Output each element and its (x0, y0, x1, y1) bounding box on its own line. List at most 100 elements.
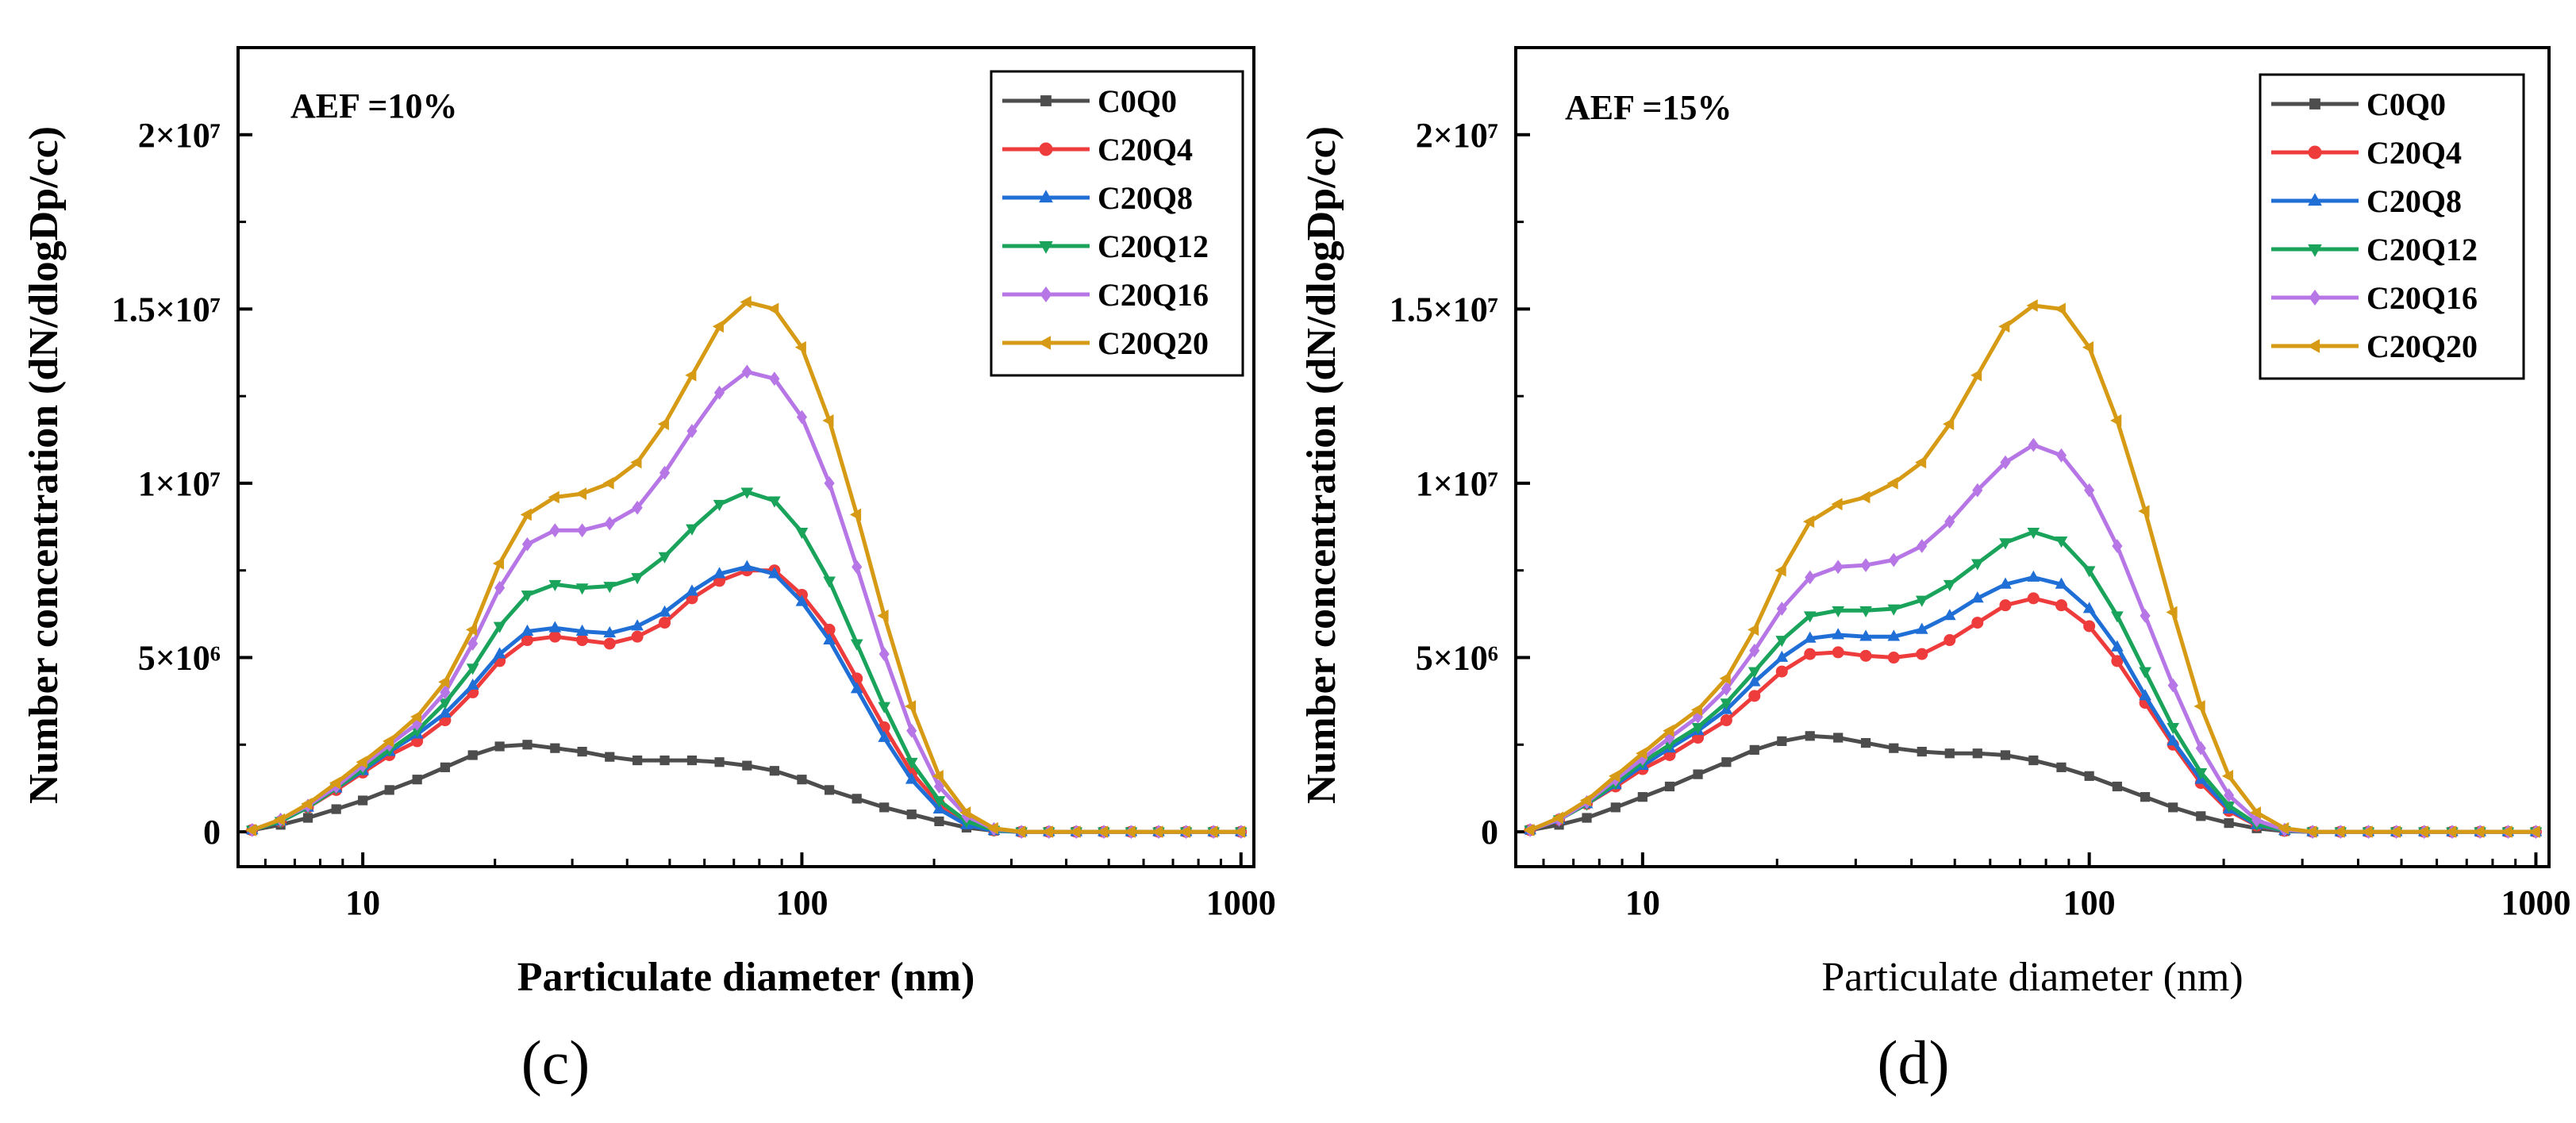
data-point (384, 785, 394, 795)
y-tick-label: 0 (1481, 813, 1498, 852)
data-point (2083, 620, 2096, 633)
data-point (823, 633, 836, 644)
data-point (602, 477, 614, 490)
data-point (686, 755, 698, 766)
legend-label: C20Q20 (1098, 325, 1209, 361)
data-point (1124, 825, 1136, 838)
data-point (1943, 579, 1956, 592)
data-point (2445, 825, 2457, 838)
legend-swatch-marker (1040, 286, 1052, 303)
data-point (439, 706, 452, 718)
data-point (2361, 825, 2373, 838)
data-point (2138, 505, 2150, 517)
legend-item-c20q12: C20Q12 (2271, 232, 2478, 267)
data-point (2224, 818, 2234, 829)
data-point (959, 806, 971, 819)
data-point (466, 663, 479, 675)
data-point (1721, 757, 1732, 767)
legend-item-c20q12: C20Q12 (1002, 229, 1209, 264)
legend-item-c20q8: C20Q8 (1002, 180, 1193, 216)
data-point (1971, 617, 1984, 629)
series-c20q16 (1524, 437, 2542, 839)
legend-label: C0Q0 (1098, 83, 1177, 119)
series-c20q8 (1524, 570, 2543, 836)
plot-frame (236, 46, 1255, 868)
series-line-c20q20 (1529, 303, 2536, 834)
data-point (1804, 648, 1817, 660)
data-point (2055, 577, 2068, 589)
data-point (603, 626, 617, 638)
data-point (631, 630, 644, 643)
data-point (2249, 806, 2262, 819)
data-point (273, 813, 286, 826)
y-tick-label: 5×10⁶ (138, 639, 221, 678)
data-point (440, 685, 451, 700)
data-point (824, 476, 835, 490)
data-point (548, 621, 562, 633)
data-point (440, 762, 450, 772)
data-point (1915, 456, 1927, 469)
series-line-c20q12 (252, 490, 1241, 834)
data-point (1970, 591, 1984, 603)
legend-swatch-marker (1038, 336, 1052, 350)
data-point (467, 750, 478, 760)
data-point (575, 583, 589, 595)
data-point (1916, 648, 1928, 660)
data-point (2055, 448, 2067, 463)
legend-item-c20q20: C20Q20 (1002, 325, 1209, 361)
data-point (1917, 746, 1927, 757)
legend-label: C20Q12 (1098, 229, 1209, 264)
data-point (1579, 794, 1591, 807)
series-line-c20q8 (252, 564, 1241, 834)
data-point (906, 810, 917, 820)
data-point (632, 500, 643, 515)
y-tick-label: 1.5×10⁷ (112, 290, 221, 329)
data-point (577, 523, 588, 538)
legend-item-c20q16: C20Q16 (2271, 280, 2478, 316)
data-point (659, 755, 670, 766)
data-point (1609, 769, 1621, 783)
data-point (796, 410, 808, 425)
data-point (686, 424, 698, 438)
data-point (795, 594, 809, 606)
data-point (2140, 792, 2151, 802)
data-point (301, 798, 313, 810)
data-point (852, 560, 863, 575)
data-point (1887, 652, 1900, 664)
data-point (1998, 320, 2010, 333)
data-point (1859, 649, 1872, 662)
series-c0q0 (247, 740, 1246, 837)
data-point (520, 508, 532, 521)
data-point (2112, 539, 2123, 553)
data-point (822, 414, 834, 427)
data-point (742, 760, 752, 771)
legend-item-c0q0: C0Q0 (2271, 87, 2446, 122)
legend-item-c20q4: C20Q4 (1002, 132, 1193, 167)
data-point (713, 385, 725, 400)
data-point (1833, 733, 1844, 743)
panel-label: (c) (521, 1028, 590, 1097)
data-point (438, 675, 450, 689)
legend-box (990, 70, 1244, 377)
data-point (1775, 650, 1789, 662)
data-point (550, 743, 560, 753)
data-point (1943, 417, 1955, 431)
data-point (2055, 599, 2067, 612)
series-c20q8 (245, 560, 1248, 836)
data-point (659, 465, 671, 480)
series-line-c20q16 (1529, 443, 2536, 834)
data-point (768, 567, 781, 579)
data-point (358, 795, 368, 806)
y-tick-label: 1.5×10⁷ (1390, 290, 1498, 329)
data-point (2473, 825, 2485, 838)
data-point (1832, 628, 1845, 640)
data-point (1178, 825, 1190, 838)
data-point (1889, 743, 1899, 753)
data-point (878, 730, 891, 742)
data-point (329, 776, 341, 790)
data-point (1234, 825, 1246, 838)
data-point (493, 621, 506, 633)
data-point (2528, 825, 2540, 838)
data-point (1637, 792, 1647, 802)
data-point (1805, 731, 1815, 741)
